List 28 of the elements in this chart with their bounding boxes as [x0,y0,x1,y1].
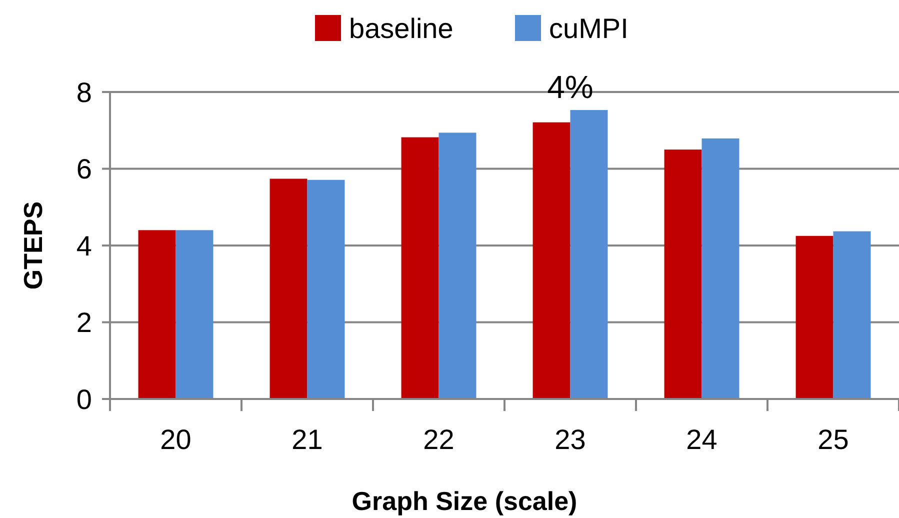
y-axis-title: GTEPS [18,201,48,290]
bar [664,150,702,399]
y-tick-label: 8 [76,76,92,108]
bar [833,231,871,399]
x-tick-label: 21 [292,424,323,455]
annotation: 4% [547,69,594,106]
bar [796,236,834,399]
bar [401,137,439,399]
x-tick-label: 23 [554,424,586,455]
bar [138,230,176,399]
x-tick-label: 22 [423,424,454,455]
y-tick-label: 6 [76,154,92,185]
y-tick-label: 0 [76,384,92,415]
x-tick-label: 20 [160,424,192,455]
bar [438,132,476,399]
bar [532,122,570,399]
legend-label: cuMPI [549,12,628,44]
x-tick-label: 25 [818,424,849,455]
y-tick-label: 2 [76,307,92,338]
bar [702,138,740,399]
bar [570,110,608,399]
bar [176,230,214,399]
bar [307,180,345,399]
x-axis-title: Graph Size (scale) [352,486,578,516]
x-tick-label: 24 [686,424,718,455]
bar [270,178,308,399]
legend-label: baseline [349,12,454,44]
y-tick-label: 4 [76,230,92,262]
